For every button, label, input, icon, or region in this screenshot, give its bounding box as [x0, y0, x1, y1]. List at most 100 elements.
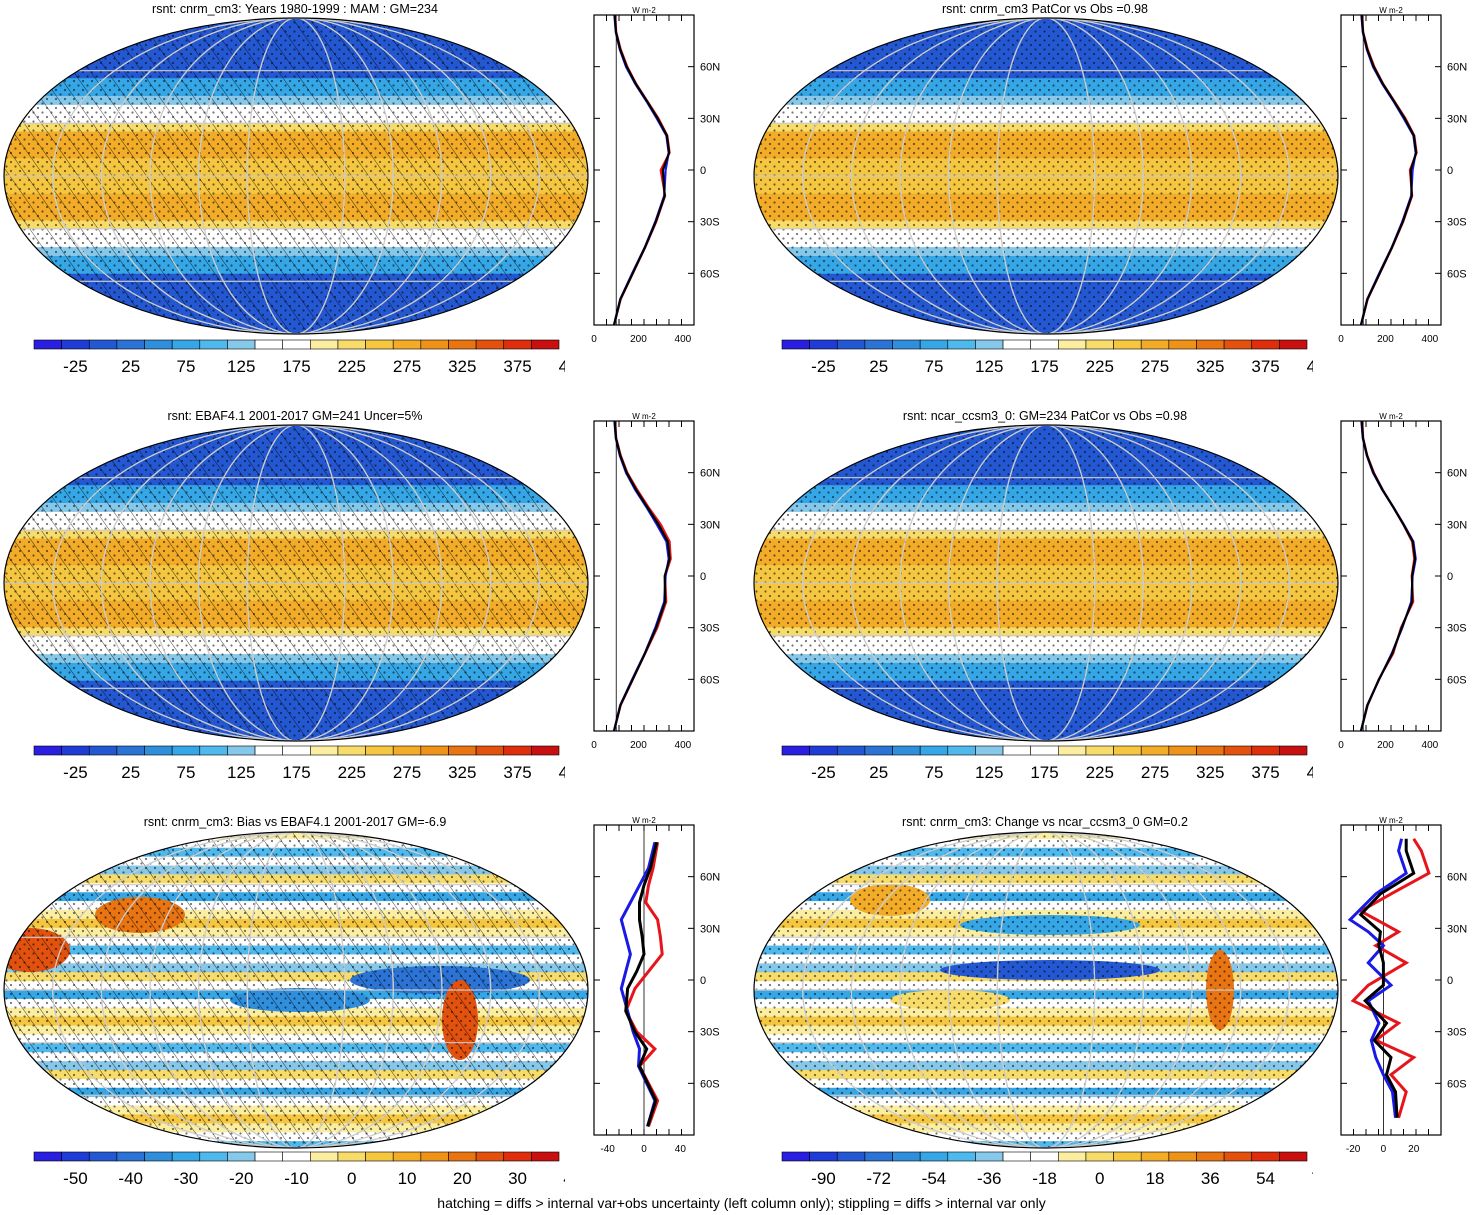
profile-x-tick-label: 0: [591, 334, 597, 345]
colorbar-swatch: [809, 1151, 838, 1162]
lat-tick-label: 0: [700, 975, 706, 987]
profile-units-label: W m-2: [632, 6, 656, 15]
colorbar-swatch: [310, 1151, 339, 1162]
colorbar-swatch: [1058, 745, 1087, 756]
footnote: hatching = diffs > internal var+obs unce…: [437, 1195, 1046, 1211]
colorbar-swatch: [975, 1151, 1004, 1162]
lat-tick-label: 60N: [1447, 62, 1467, 74]
colorbar-swatch: [1058, 1151, 1087, 1162]
colorbar-panel-6: -90-72-54-36-1801836547290: [781, 1151, 1313, 1188]
colorbar-swatch: [365, 339, 394, 350]
colorbar-swatch: [420, 745, 449, 756]
colorbar-swatch: [531, 745, 560, 756]
colorbar-swatch: [1030, 339, 1059, 350]
lat-tick-label: 30N: [700, 519, 720, 531]
lat-tick-label: 30N: [700, 113, 720, 125]
lat-tick-label: 30N: [700, 923, 720, 935]
colorbar-swatch: [1030, 745, 1059, 756]
colorbar-label: 175: [282, 763, 310, 782]
colorbar-swatch: [836, 339, 866, 350]
colorbar-label: -18: [1032, 1169, 1057, 1188]
colorbar-label: -25: [811, 763, 836, 782]
colorbar-label: 75: [925, 357, 944, 376]
lat-tick-label: 0: [700, 165, 706, 177]
profile-line-black: [1359, 420, 1417, 732]
colorbar-swatch: [1196, 1151, 1225, 1162]
profile-line-red: [612, 420, 672, 732]
colorbar-swatch: [337, 745, 366, 756]
colorbar-label: -54: [922, 1169, 947, 1188]
lat-tick-label: 0: [1447, 571, 1453, 583]
profile-line-red: [1359, 14, 1418, 326]
colorbar-swatch: [1140, 1151, 1170, 1162]
colorbar-label: -40: [118, 1169, 143, 1188]
colorbar-panel-1: -252575125175225275325375425475: [33, 339, 565, 376]
colorbar-label: 25: [121, 763, 140, 782]
colorbar-panel-5: -50-40-30-20-1001020304050: [33, 1151, 565, 1188]
colorbar-swatch: [947, 1151, 976, 1162]
profile-x-tick-label: 200: [630, 334, 647, 345]
colorbar-swatch: [61, 1151, 90, 1162]
profile-line-red: [612, 14, 671, 326]
lat-tick-label: 30S: [700, 1027, 720, 1039]
colorbar-label: 375: [1251, 357, 1279, 376]
colorbar-label: -25: [63, 763, 88, 782]
lat-tick-label: 30S: [700, 217, 720, 229]
colorbar-swatch: [1168, 1151, 1197, 1162]
colorbar-swatch: [1140, 339, 1170, 350]
colorbar-label: 72: [1311, 1169, 1313, 1188]
colorbar-swatch: [33, 745, 62, 756]
profile-x-tick-label: -40: [600, 1144, 615, 1155]
colorbar-swatch: [33, 1151, 62, 1162]
profile-line-blue: [1359, 14, 1417, 326]
colorbar-swatch: [864, 745, 893, 756]
colorbar-swatch: [1085, 339, 1114, 350]
colorbar-swatch: [1168, 339, 1197, 350]
colorbar-swatch: [199, 339, 228, 350]
lat-tick-label: 60S: [700, 1078, 720, 1090]
lat-tick-label: 0: [1447, 975, 1453, 987]
colorbar-label: 275: [1141, 357, 1169, 376]
lat-tick-label: 0: [1447, 165, 1453, 177]
colorbar-label: 225: [338, 763, 366, 782]
colorbar-label: -72: [866, 1169, 891, 1188]
colorbar-label: 25: [869, 763, 888, 782]
panel-title-5: rsnt: cnrm_cm3: Bias vs EBAF4.1 2001-201…: [143, 815, 447, 829]
colorbar-label: -10: [284, 1169, 309, 1188]
profile-x-tick-label: 0: [641, 1144, 647, 1155]
colorbar-label: 125: [975, 357, 1003, 376]
lat-tick-label: 60N: [700, 872, 720, 884]
colorbar-label: 425: [1307, 357, 1313, 376]
colorbar-label: -36: [977, 1169, 1002, 1188]
lat-tick-label: 60S: [1447, 268, 1467, 280]
colorbar-swatch: [1140, 745, 1170, 756]
colorbar-panel-2: -252575125175225275325375425475: [781, 339, 1313, 376]
colorbar-label: 325: [448, 763, 476, 782]
profile-x-tick-label: 400: [675, 334, 692, 345]
colorbar-label: 175: [1030, 357, 1058, 376]
colorbar-label: 425: [559, 763, 565, 782]
colorbar-swatch: [864, 339, 893, 350]
colorbar-swatch: [310, 339, 339, 350]
colorbar-swatch: [254, 339, 283, 350]
colorbar-swatch: [227, 339, 256, 350]
lat-tick-label: 30N: [1447, 519, 1467, 531]
map-panel-3: [3, 424, 589, 742]
lat-tick-label: 30N: [1447, 923, 1467, 935]
colorbar-swatch: [61, 339, 90, 350]
lat-tick-label: 30S: [1447, 217, 1467, 229]
lat-tick-label: 30N: [1447, 113, 1467, 125]
colorbar-label: 25: [869, 357, 888, 376]
colorbar-label: 225: [1086, 763, 1114, 782]
colorbar-swatch: [337, 339, 366, 350]
colorbar-label: 25: [121, 357, 140, 376]
colorbar-swatch: [1113, 1151, 1142, 1162]
colorbar-swatch: [1251, 745, 1280, 756]
profile-x-tick-label: 0: [1381, 1144, 1387, 1155]
colorbar-swatch: [1279, 745, 1308, 756]
colorbar-swatch: [531, 339, 560, 350]
colorbar-swatch: [144, 1151, 173, 1162]
colorbar-swatch: [1251, 1151, 1280, 1162]
lat-tick-label: 60N: [700, 62, 720, 74]
colorbar-label: -30: [174, 1169, 199, 1188]
